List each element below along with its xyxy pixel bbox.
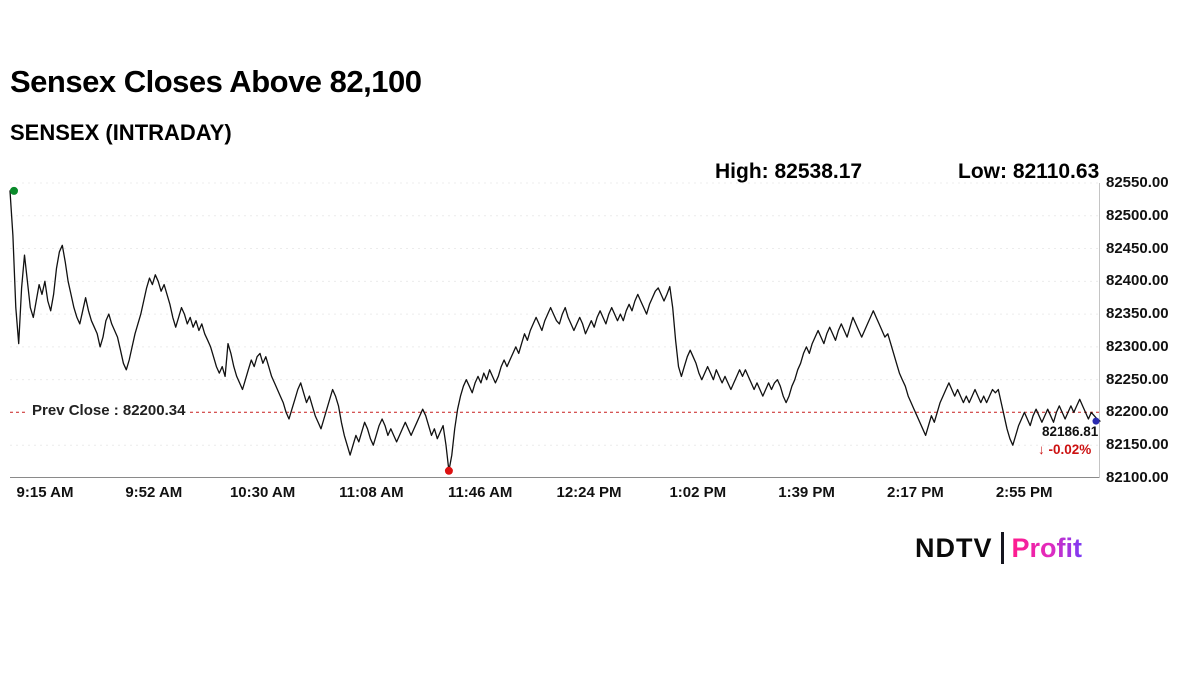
x-tick-label: 11:08 AM bbox=[339, 484, 404, 501]
y-axis-labels: 82550.00 82500.00 82450.00 82400.00 82350.00… bbox=[1106, 174, 1196, 486]
x-tick-label: 11:46 AM bbox=[447, 484, 513, 501]
high-stat: High: 82538.17 bbox=[715, 160, 863, 183]
y-tick-label: 82100.00 bbox=[1106, 469, 1169, 486]
price-line-svg bbox=[9, 182, 1101, 478]
x-tick-label: 2:55 PM bbox=[995, 484, 1053, 501]
brand-divider bbox=[1000, 532, 1004, 564]
y-tick-label: 82500.00 bbox=[1106, 206, 1169, 224]
page-title: Sensex Closes Above 82,100 bbox=[10, 64, 422, 99]
y-tick-label: 82350.00 bbox=[1106, 305, 1169, 323]
x-tick-label: 10:30 AM bbox=[229, 484, 296, 501]
ndtv-profit-logo: NDTV Profit bbox=[915, 532, 1082, 564]
prev-close-label: Prev Close : 82200.34 bbox=[28, 402, 190, 419]
chart-subtitle: SENSEX (INTRADAY) bbox=[10, 120, 232, 145]
last-price-label: 82186.81 bbox=[1042, 424, 1099, 439]
intraday-chart bbox=[9, 182, 1101, 478]
x-tick-label: 2:17 PM bbox=[887, 484, 944, 501]
y-tick-label: 82200.00 bbox=[1106, 403, 1169, 421]
profit-logo-text: Profit bbox=[1011, 532, 1083, 563]
y-tick-label: 82550.00 bbox=[1106, 174, 1169, 191]
y-tick-label: 82400.00 bbox=[1106, 272, 1169, 290]
x-tick-label: 1:02 PM bbox=[669, 484, 727, 501]
x-tick-label: 9:52 AM bbox=[125, 484, 183, 501]
y-tick-label: 82300.00 bbox=[1106, 337, 1169, 355]
x-tick-label: 12:24 PM bbox=[556, 484, 622, 501]
y-tick-label: 82250.00 bbox=[1106, 370, 1169, 388]
x-tick-label: 1:39 PM bbox=[778, 484, 835, 501]
x-tick-label: 9:15 AM bbox=[16, 484, 74, 501]
low-stat: Low: 82110.63 bbox=[958, 160, 1100, 183]
y-tick-label: 82150.00 bbox=[1106, 436, 1169, 454]
y-tick-label: 82450.00 bbox=[1106, 239, 1169, 257]
change-badge: ↓ -0.02% bbox=[1038, 442, 1092, 457]
ndtv-logo-text: NDTV bbox=[915, 532, 993, 563]
x-axis-labels: 9:15 AM 9:52 AM 10:30 AM 11:08 AM 11:46 AM 12… bbox=[10, 484, 1100, 506]
